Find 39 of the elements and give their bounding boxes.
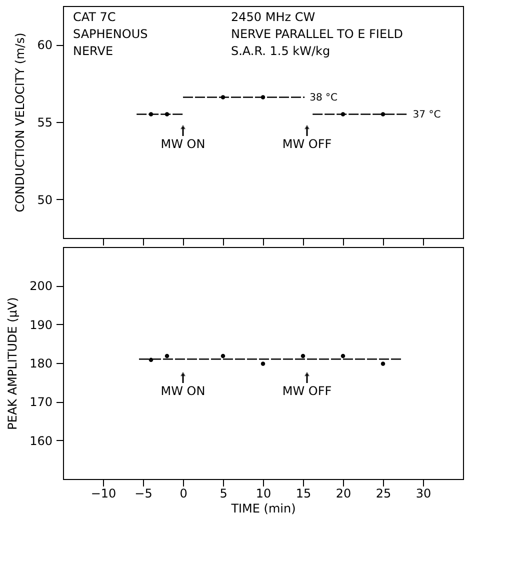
point [220, 354, 226, 358]
point [260, 362, 266, 366]
x-tick-label: 25 [376, 486, 392, 500]
annotation: CAT 7C [73, 10, 116, 24]
x-tick-label: 0 [180, 486, 188, 500]
annotation: MW ON [160, 384, 206, 398]
x-tick-label: 15 [296, 486, 312, 500]
annotation: SAPHENOUS [73, 27, 148, 41]
point [380, 362, 386, 366]
y-tick-label: 190 [30, 318, 52, 332]
y-tick-label: 170 [30, 395, 52, 410]
annotation: 2450 MHz CW [231, 10, 316, 24]
y-tick-label: 200 [30, 279, 52, 294]
annotation: MW OFF [282, 137, 332, 151]
point [340, 354, 346, 358]
annotation: S.A.R. 1.5 kW/kg [231, 44, 330, 58]
annotation: 38 °C [310, 92, 338, 104]
point [148, 358, 154, 362]
y-axis-title: PEAK AMPLITUDE (μV) [6, 297, 20, 430]
y-tick-label: 180 [30, 356, 52, 370]
annotation: MW ON [160, 137, 206, 151]
annotation: NERVE [73, 44, 114, 58]
point [164, 354, 170, 358]
x-tick-label: −5 [134, 486, 152, 500]
x-tick-label: 10 [256, 486, 272, 500]
annotation: 37 °C [412, 109, 441, 120]
y-tick-label: 160 [30, 434, 52, 448]
annotation: NERVE PARALLEL TO E FIELD [231, 27, 403, 41]
y-tick-label: 50 [37, 192, 52, 207]
x-tick-label: 20 [336, 486, 352, 500]
x-axis-title: TIME (min) [230, 502, 296, 516]
annotation: MW OFF [282, 384, 332, 398]
y-tick-label: 60 [37, 38, 52, 52]
point [300, 354, 306, 358]
x-tick-label: 5 [220, 486, 228, 500]
x-tick-label: −10 [90, 486, 116, 500]
y-tick-label: 55 [37, 116, 52, 130]
y-axis-title: CONDUCTION VELOCITY (m/s) [13, 32, 28, 212]
x-tick-label: 30 [416, 486, 432, 500]
